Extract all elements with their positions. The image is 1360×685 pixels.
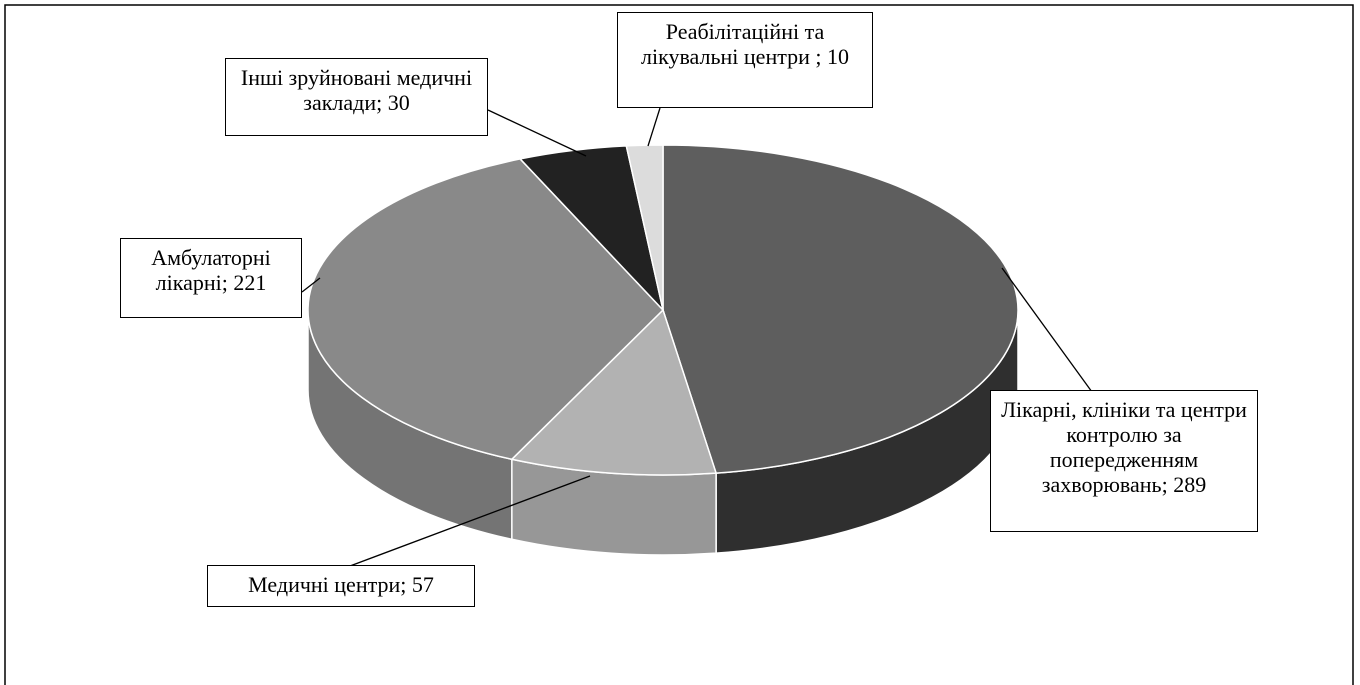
slice: [510, 308, 718, 476]
leader-line: [647, 107, 661, 147]
leader-line: [487, 109, 587, 157]
data-label: Медичні центри; 57: [207, 565, 475, 607]
data-label: Амбулаторні лікарні; 221: [120, 238, 302, 318]
slice: [625, 144, 664, 311]
leader-line: [1001, 267, 1093, 393]
data-label: Реабілітаційні та лікувальні центри ; 10: [617, 12, 873, 108]
leader-line: [301, 277, 321, 293]
data-label: Лікарні, клініки та центри контролю за п…: [990, 390, 1258, 532]
frame: [4, 4, 1354, 685]
leader-line: [349, 475, 591, 567]
slice: [307, 158, 665, 461]
slice: [662, 144, 1019, 474]
data-label: Інші зруйновані медичні заклади; 30: [225, 58, 488, 136]
